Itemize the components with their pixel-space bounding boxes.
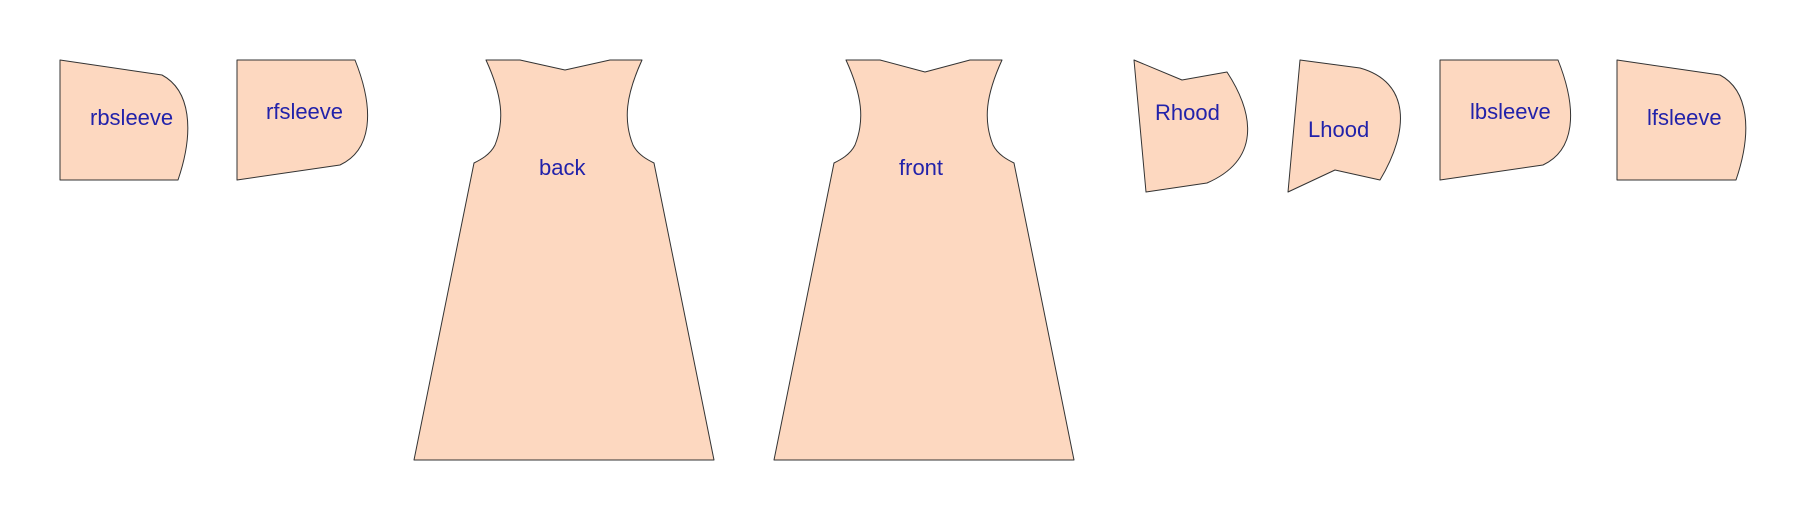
front-shape [773, 59, 1075, 461]
front-label: front [899, 155, 943, 180]
back-label: back [539, 155, 586, 180]
pattern-piece-lbsleeve: lbsleeve [1439, 59, 1572, 181]
lfsleeve-label: lfsleeve [1647, 105, 1722, 130]
rbsleeve-shape [59, 59, 189, 181]
lfsleeve-shape [1616, 59, 1747, 181]
lbsleeve-label: lbsleeve [1470, 99, 1551, 124]
rfsleeve-shape [236, 59, 369, 181]
pattern-piece-lfsleeve: lfsleeve [1616, 59, 1747, 181]
lhood-shape [1287, 59, 1401, 193]
pattern-piece-lhood: Lhood [1287, 59, 1401, 193]
rhood-shape [1133, 59, 1249, 193]
pattern-piece-back: back [413, 59, 715, 461]
rhood-label: Rhood [1155, 100, 1220, 125]
rbsleeve-label: rbsleeve [90, 105, 173, 130]
back-shape [413, 59, 715, 461]
rfsleeve-label: rfsleeve [266, 99, 343, 124]
pattern-piece-rfsleeve: rfsleeve [236, 59, 369, 181]
lbsleeve-shape [1439, 59, 1572, 181]
lhood-label: Lhood [1308, 117, 1369, 142]
pattern-piece-rhood: Rhood [1133, 59, 1249, 193]
pattern-piece-rbsleeve: rbsleeve [59, 59, 189, 181]
pattern-piece-front: front [773, 59, 1075, 461]
